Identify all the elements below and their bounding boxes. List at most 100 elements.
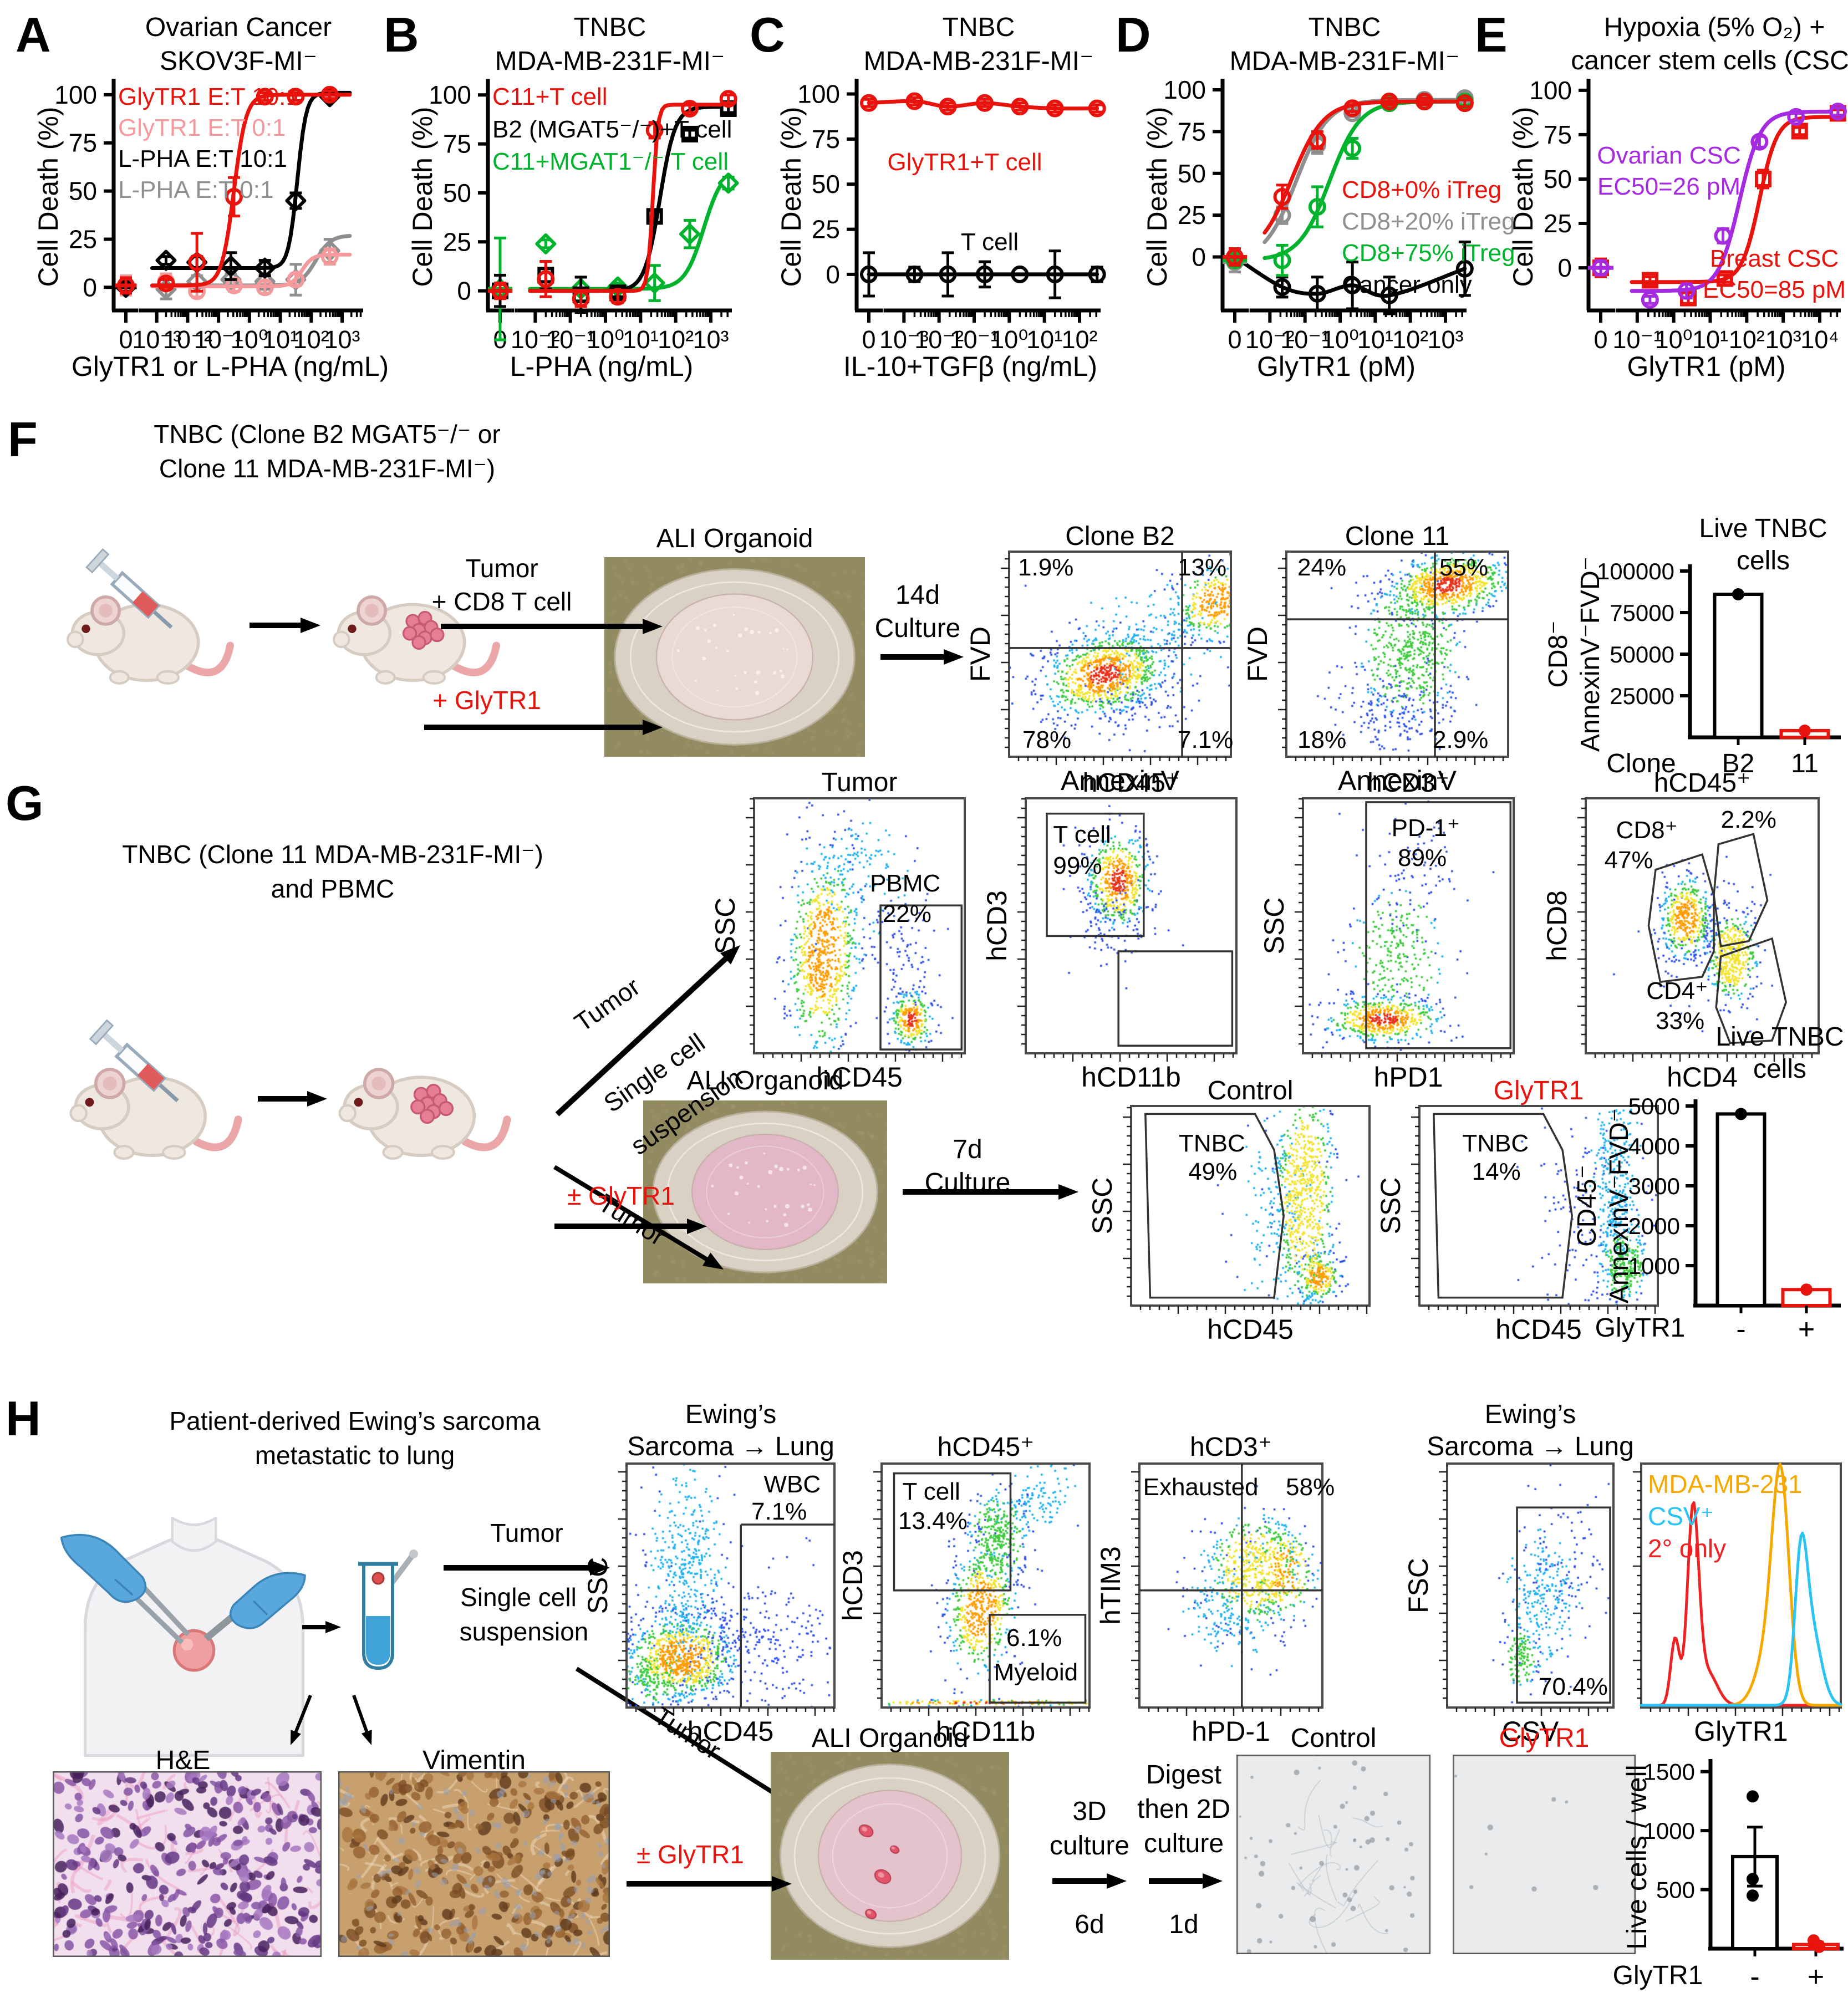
mouse-illustration	[69, 1019, 242, 1160]
gate-label: 99%	[1053, 852, 1102, 879]
f-bar-xlabel: Clone	[1606, 749, 1676, 778]
gate-label: WBC	[763, 1471, 821, 1498]
gate-label: 22%	[882, 900, 931, 927]
svg-text:5000: 5000	[1628, 1093, 1680, 1119]
legend-a-3: L-PHA E:T 0:1	[118, 176, 274, 203]
g-desc-1: TNBC (Clone 11 MDA-MB-231F-MI⁻)	[122, 840, 543, 869]
svg-text:100: 100	[429, 80, 471, 109]
f-bar-title-2: cells	[1736, 546, 1790, 575]
flow-xlabel: AnnexinV	[1060, 765, 1180, 796]
gate-label: 14%	[1472, 1158, 1521, 1185]
svg-text:10⁰: 10⁰	[1655, 325, 1693, 354]
svg-text:10⁻²: 10⁻²	[914, 325, 964, 354]
a-ylabel: Cell Death (%)	[33, 106, 64, 287]
histogram-glytr1	[1633, 1462, 1842, 1716]
svg-text:10³: 10³	[1765, 325, 1801, 354]
h-vim-label: Vimentin	[422, 1746, 526, 1775]
h-flow4-title-2: Sarcoma → Lung	[1427, 1432, 1634, 1461]
svg-text:10⁰: 10⁰	[231, 325, 268, 354]
svg-text:75: 75	[69, 129, 97, 157]
g-7d-label: 7d	[953, 1135, 982, 1164]
h-flow4-title-1: Ewing’s	[1484, 1400, 1576, 1429]
gate-label: 2.9%	[1433, 726, 1489, 753]
legend-b-1: B2 (MGAT5⁻/⁻)+T cell	[492, 116, 732, 143]
svg-text:2000: 2000	[1628, 1213, 1680, 1239]
flow-dot-plot	[628, 1465, 833, 1706]
svg-text:4000: 4000	[1628, 1133, 1680, 1159]
flow-xlabel: hCD45	[1495, 1314, 1582, 1345]
g-flow6-title: GlyTR1	[1493, 1076, 1584, 1105]
e-xlabel: GlyTR1 (pM)	[1627, 351, 1786, 382]
panel-letter-f: F	[8, 412, 38, 467]
gate-label: 24%	[1297, 553, 1347, 581]
h-then2d-label: then 2D	[1137, 1795, 1231, 1824]
legend-e-3: EC50=85 pM	[1702, 276, 1846, 303]
arrow-h-glytr1	[627, 1876, 792, 1892]
arrow-h-tumor1	[444, 1560, 610, 1576]
flow-plot-frame	[873, 1462, 1091, 1716]
h-arrow1-tumor: Tumor	[490, 1518, 563, 1547]
f-bar-cat-0: B2	[1722, 749, 1755, 778]
svg-text:10³: 10³	[1427, 325, 1463, 354]
h-arrow1-susp: suspension	[459, 1617, 589, 1646]
flow-plot-frame	[1411, 1105, 1659, 1314]
flow-plot-frame	[1123, 1105, 1371, 1314]
svg-text:75: 75	[443, 130, 471, 159]
panel-letter-c: C	[750, 7, 785, 62]
svg-text:3000: 3000	[1628, 1173, 1680, 1199]
gate-label: 58%	[1286, 1473, 1335, 1501]
gate-label: Exhausted	[1143, 1473, 1259, 1501]
flow-xlabel: hCD11b	[935, 1716, 1036, 1747]
legend-e-0: Ovarian CSC	[1597, 142, 1741, 169]
flow-plot-frame	[1017, 797, 1238, 1062]
arrow-h-vim	[352, 1694, 372, 1745]
g-flow3-title: hCD3⁺	[1367, 768, 1450, 798]
flow-ylabel: hCD3	[837, 1550, 868, 1621]
flow-dot-plot	[1287, 553, 1507, 756]
flow-dot-plot	[1141, 1465, 1321, 1706]
hist-legend-2: 2° only	[1648, 1534, 1727, 1563]
panel-letter-a: A	[16, 7, 51, 62]
svg-text:50: 50	[1178, 159, 1206, 188]
flow-plot-frame	[746, 797, 966, 1062]
svg-text:10³: 10³	[324, 325, 360, 354]
vimentin-stain-image	[338, 1771, 610, 1957]
flow-xlabel: hCD45	[816, 1062, 903, 1093]
tumor-dots	[402, 610, 445, 650]
legend-c-0: GlyTR1+T cell	[887, 149, 1042, 176]
arrow-h-digest	[1149, 1873, 1223, 1889]
svg-text:0: 0	[862, 325, 875, 354]
g-bar-xlabel: GlyTR1	[1595, 1313, 1686, 1343]
g-ali-label: ALI Organoid	[686, 1066, 844, 1095]
flow-ylabel: hTIM3	[1095, 1546, 1126, 1625]
svg-text:0: 0	[826, 260, 840, 289]
h-6d-label: 6d	[1075, 1910, 1104, 1939]
h-control-title: Control	[1290, 1724, 1377, 1753]
h-glytr1-img-title: GlyTR1	[1499, 1724, 1590, 1753]
h-flow2-title: hCD45⁺	[937, 1433, 1035, 1462]
gate-label: 2.2%	[1720, 806, 1776, 833]
g-bar-cat-0: -	[1736, 1313, 1746, 1345]
flow-dot-plot	[1010, 553, 1230, 756]
microscopy-control-image	[1236, 1755, 1430, 1954]
svg-text:75: 75	[1544, 120, 1572, 149]
g-flow4-title: hCD45⁺	[1653, 768, 1751, 798]
h-bar-ylab: Live cells / well	[1621, 1765, 1652, 1950]
svg-text:0: 0	[83, 273, 97, 302]
arrow-f-14d	[880, 649, 964, 665]
panel-e-title-2: cancer stem cells (CSC)	[1571, 46, 1848, 75]
mouse-illustration	[338, 1068, 511, 1160]
gate-label: 6.1%	[1006, 1624, 1062, 1652]
b-xlabel: L-PHA (ng/mL)	[510, 351, 694, 382]
gate-label: T cell	[1053, 821, 1111, 849]
h-bar-xlabel: GlyTR1	[1612, 1961, 1703, 1990]
flow-xlabel: hCD45	[1207, 1314, 1294, 1345]
h-glytr1-label: ± GlyTR1	[637, 1840, 744, 1869]
svg-text:50: 50	[69, 177, 97, 206]
svg-text:25: 25	[812, 215, 840, 244]
svg-text:10⁻¹: 10⁻¹	[950, 325, 999, 354]
svg-text:0: 0	[1192, 243, 1206, 272]
svg-text:0: 0	[1228, 325, 1241, 354]
